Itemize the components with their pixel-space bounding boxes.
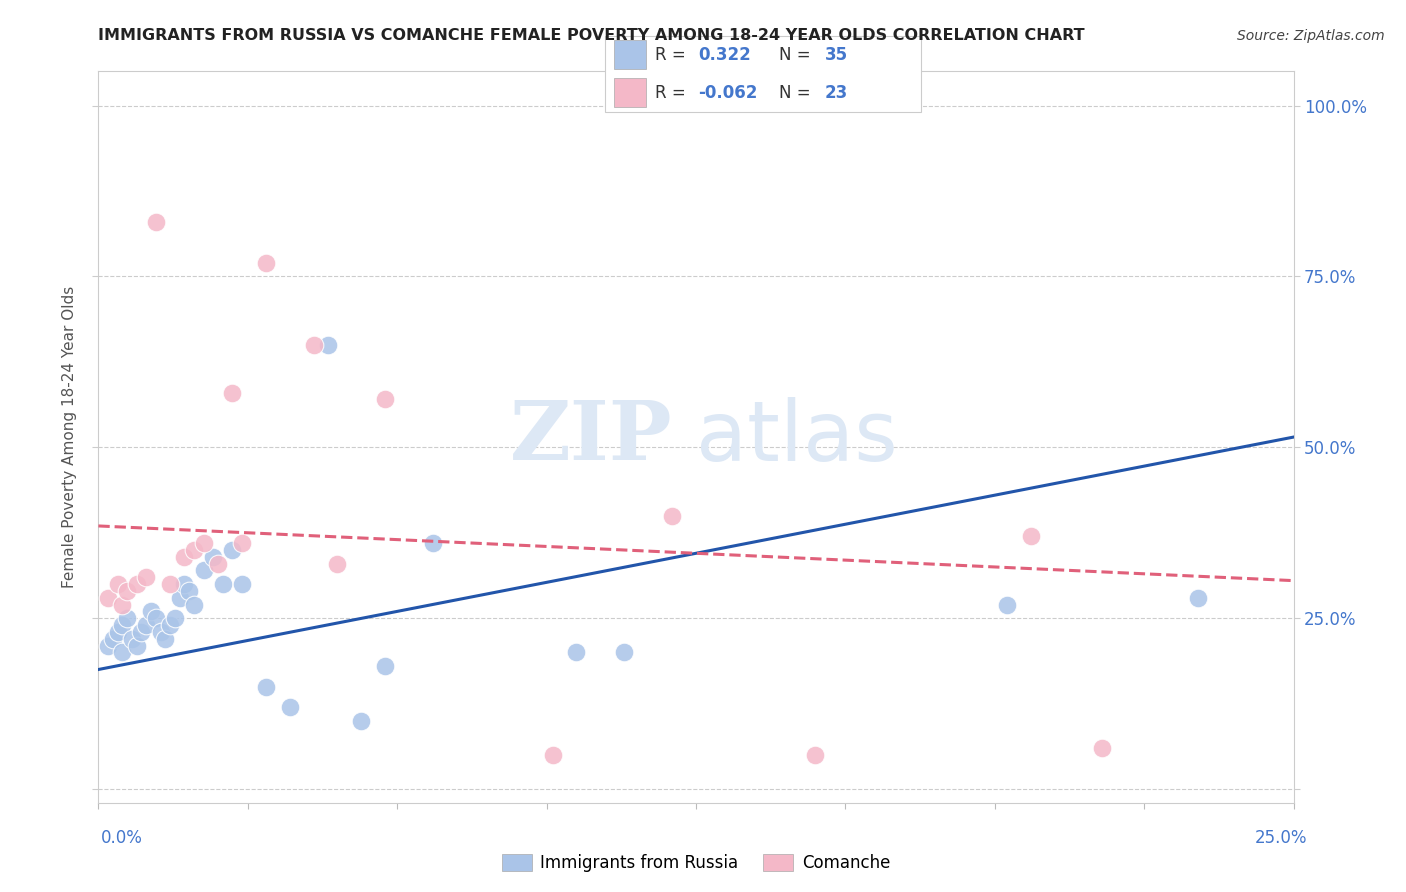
FancyBboxPatch shape [614, 40, 645, 69]
Point [169, 591, 191, 605]
Point [202, 549, 225, 564]
Point [221, 542, 243, 557]
Point [193, 563, 215, 577]
Text: 23: 23 [824, 84, 848, 102]
Text: 0.322: 0.322 [697, 45, 751, 63]
Text: N =: N = [779, 84, 810, 102]
Point [115, 611, 138, 625]
Point [541, 747, 564, 762]
Point [121, 632, 143, 646]
Point [1091, 741, 1114, 756]
Point [155, 632, 177, 646]
Point [316, 338, 339, 352]
Point [422, 536, 444, 550]
Point [995, 598, 1018, 612]
Point [193, 536, 215, 550]
Point [183, 542, 205, 557]
Point [173, 577, 195, 591]
Text: ZIP: ZIP [509, 397, 672, 477]
Legend: Immigrants from Russia, Comanche: Immigrants from Russia, Comanche [495, 847, 897, 879]
Point [254, 680, 277, 694]
Point [107, 577, 129, 591]
Point [1187, 591, 1209, 605]
Point [125, 577, 148, 591]
Text: 25.0%: 25.0% [1256, 829, 1308, 847]
Point [350, 714, 373, 728]
Point [254, 256, 277, 270]
Point [131, 624, 153, 639]
Point [565, 645, 588, 659]
Point [221, 385, 243, 400]
Point [207, 557, 229, 571]
Text: atlas: atlas [696, 397, 897, 477]
Point [179, 583, 201, 598]
Point [159, 577, 181, 591]
Point [139, 604, 162, 618]
Point [302, 338, 325, 352]
Text: N =: N = [779, 45, 810, 63]
Point [149, 624, 172, 639]
Point [1019, 529, 1042, 543]
Point [278, 700, 301, 714]
Point [163, 611, 186, 625]
Point [231, 577, 253, 591]
Y-axis label: Female Poverty Among 18-24 Year Olds: Female Poverty Among 18-24 Year Olds [62, 286, 77, 588]
Point [374, 392, 396, 407]
Text: 35: 35 [824, 45, 848, 63]
Point [111, 645, 134, 659]
Point [135, 570, 157, 584]
Point [211, 577, 233, 591]
Point [125, 639, 148, 653]
Point [97, 591, 120, 605]
Point [111, 618, 134, 632]
Point [231, 536, 253, 550]
Point [326, 557, 349, 571]
Text: R =: R = [655, 45, 686, 63]
Point [107, 624, 129, 639]
Point [111, 598, 134, 612]
Point [135, 618, 157, 632]
Point [97, 639, 120, 653]
Point [115, 583, 138, 598]
FancyBboxPatch shape [614, 78, 645, 107]
Point [173, 549, 195, 564]
Point [613, 645, 636, 659]
Point [183, 598, 205, 612]
Point [101, 632, 124, 646]
Point [145, 215, 167, 229]
Text: R =: R = [655, 84, 686, 102]
Point [159, 618, 181, 632]
Text: IMMIGRANTS FROM RUSSIA VS COMANCHE FEMALE POVERTY AMONG 18-24 YEAR OLDS CORRELAT: IMMIGRANTS FROM RUSSIA VS COMANCHE FEMAL… [98, 29, 1085, 43]
Text: -0.062: -0.062 [697, 84, 758, 102]
Point [661, 508, 683, 523]
Text: Source: ZipAtlas.com: Source: ZipAtlas.com [1237, 29, 1385, 43]
Text: 0.0%: 0.0% [101, 829, 143, 847]
Point [804, 747, 827, 762]
Point [145, 611, 167, 625]
Point [374, 659, 396, 673]
